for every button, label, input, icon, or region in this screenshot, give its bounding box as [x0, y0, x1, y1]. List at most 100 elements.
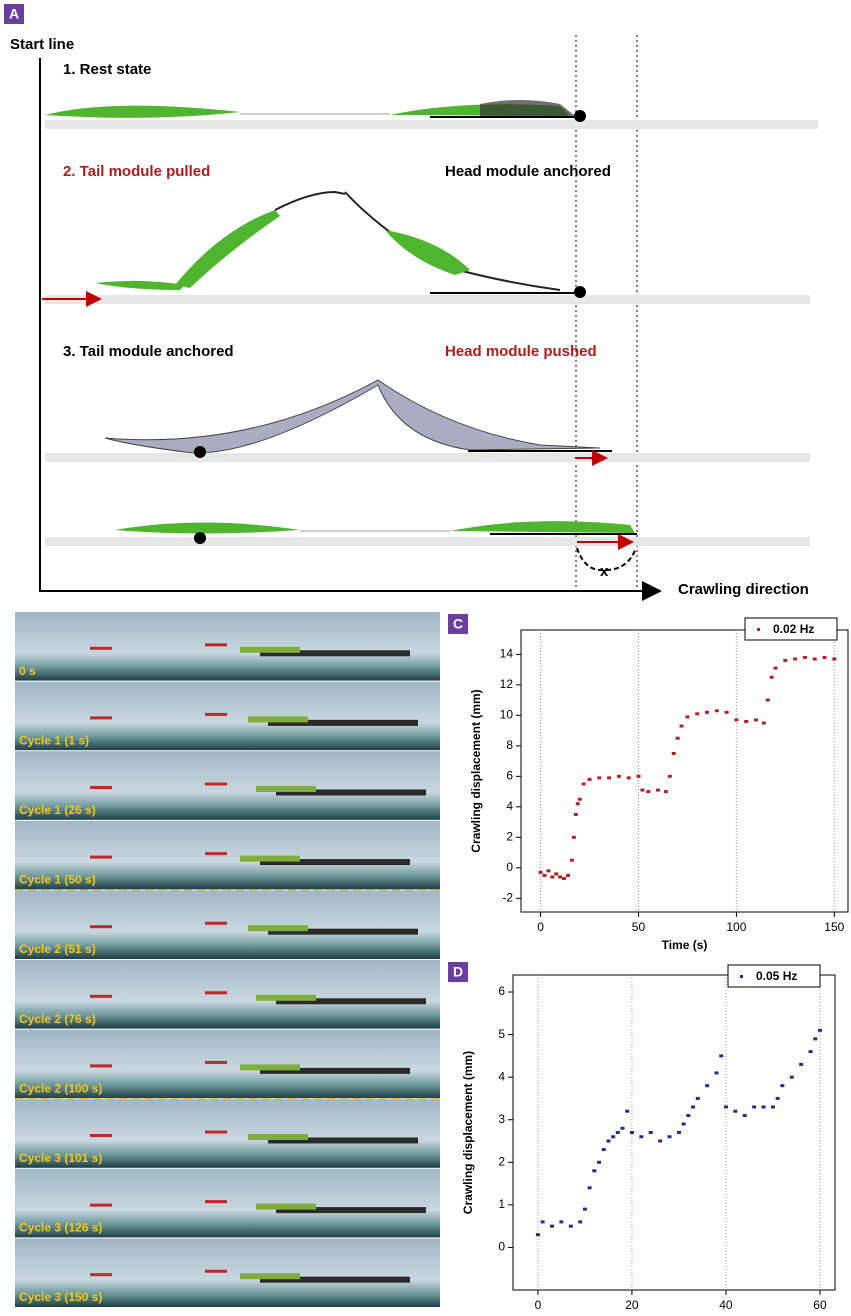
- y-tick-label: 14: [500, 647, 514, 661]
- point: [685, 715, 689, 718]
- module-outline: [105, 380, 600, 453]
- point: [705, 1084, 709, 1087]
- frame-label: 0 s: [19, 664, 36, 678]
- point: [550, 1225, 554, 1228]
- point: [588, 778, 592, 781]
- point: [606, 1140, 610, 1143]
- point: [823, 656, 827, 659]
- ground: [45, 453, 810, 462]
- point: [766, 699, 770, 702]
- frame-label: Cycle 1 (26 s): [19, 803, 96, 817]
- panel-label: C: [453, 616, 463, 632]
- anchor-point: [574, 286, 586, 298]
- point: [569, 1225, 573, 1228]
- photo-frame: [15, 612, 440, 681]
- point: [762, 721, 766, 724]
- x-tick-label: 50: [632, 920, 646, 934]
- point: [774, 667, 778, 670]
- point: [696, 1097, 700, 1100]
- plot-frame: [513, 975, 835, 1290]
- point: [813, 1037, 817, 1040]
- point: [574, 813, 578, 816]
- y-axis-title: Crawling displacement (mm): [469, 689, 483, 852]
- head-module: [450, 521, 635, 533]
- point: [780, 1084, 784, 1087]
- specimen-green: [240, 647, 300, 653]
- distance-label: x: [600, 563, 609, 580]
- point: [668, 1135, 672, 1138]
- point: [809, 1050, 813, 1053]
- start-line-label: Start line: [10, 36, 74, 53]
- marker: [205, 713, 227, 716]
- point: [695, 712, 699, 715]
- point: [818, 1029, 822, 1032]
- step-label: 1. Rest state: [63, 61, 151, 78]
- point: [627, 776, 631, 779]
- specimen-green: [240, 856, 300, 862]
- point: [813, 657, 817, 660]
- x-tick-label: 40: [719, 1298, 733, 1312]
- tail-module: [115, 523, 300, 534]
- point: [572, 836, 576, 839]
- point: [715, 709, 719, 712]
- anchor-point: [574, 110, 586, 122]
- point: [649, 1131, 653, 1134]
- x-axis-title: Time (s): [662, 938, 708, 952]
- y-tick-label: 6: [506, 769, 513, 783]
- y-tick-label: 4: [506, 799, 513, 813]
- specimen-green: [256, 786, 316, 792]
- point: [578, 1220, 582, 1223]
- marker: [205, 783, 227, 786]
- frame-label: Cycle 3 (126 s): [19, 1221, 102, 1235]
- point: [719, 1054, 723, 1057]
- point: [640, 789, 644, 792]
- y-tick-label: 6: [498, 984, 505, 998]
- marker: [90, 1273, 112, 1276]
- point: [570, 859, 574, 862]
- step-label: Head module anchored: [445, 163, 611, 180]
- ground: [45, 537, 810, 546]
- panel-label: D: [453, 964, 463, 980]
- specimen-green: [256, 995, 316, 1001]
- marker: [90, 1134, 112, 1137]
- x-tick-label: 60: [813, 1298, 827, 1312]
- point: [754, 718, 758, 721]
- marker: [205, 1270, 227, 1273]
- point: [576, 802, 580, 805]
- ground: [45, 120, 818, 129]
- y-tick-label: 4: [498, 1069, 505, 1083]
- point: [686, 1114, 690, 1117]
- frame-label: Cycle 2 (51 s): [19, 942, 96, 956]
- point: [639, 1135, 643, 1138]
- point: [597, 1161, 601, 1164]
- point: [680, 725, 684, 728]
- point: [676, 737, 680, 740]
- anchor-point: [194, 532, 206, 544]
- point: [554, 872, 558, 875]
- point: [770, 676, 774, 679]
- point: [588, 1186, 592, 1189]
- point: [578, 798, 582, 801]
- point: [558, 875, 562, 878]
- point: [803, 656, 807, 659]
- y-tick-label: 8: [506, 738, 513, 752]
- point: [550, 875, 554, 878]
- point: [793, 657, 797, 660]
- body: [175, 210, 280, 288]
- marker: [205, 1131, 227, 1134]
- legend-label: 0.02 Hz: [773, 622, 814, 636]
- point: [724, 1105, 728, 1108]
- x-tick-label: 20: [625, 1298, 639, 1312]
- point: [542, 874, 546, 877]
- point: [630, 1131, 634, 1134]
- y-tick-label: 12: [500, 677, 514, 691]
- legend-swatch: [740, 975, 743, 978]
- point: [621, 1127, 625, 1130]
- point: [616, 1131, 620, 1134]
- point: [656, 789, 660, 792]
- direction-label: Crawling direction: [678, 581, 809, 598]
- point: [799, 1063, 803, 1066]
- step-label: 3. Tail module anchored: [63, 343, 234, 360]
- marker: [90, 647, 112, 650]
